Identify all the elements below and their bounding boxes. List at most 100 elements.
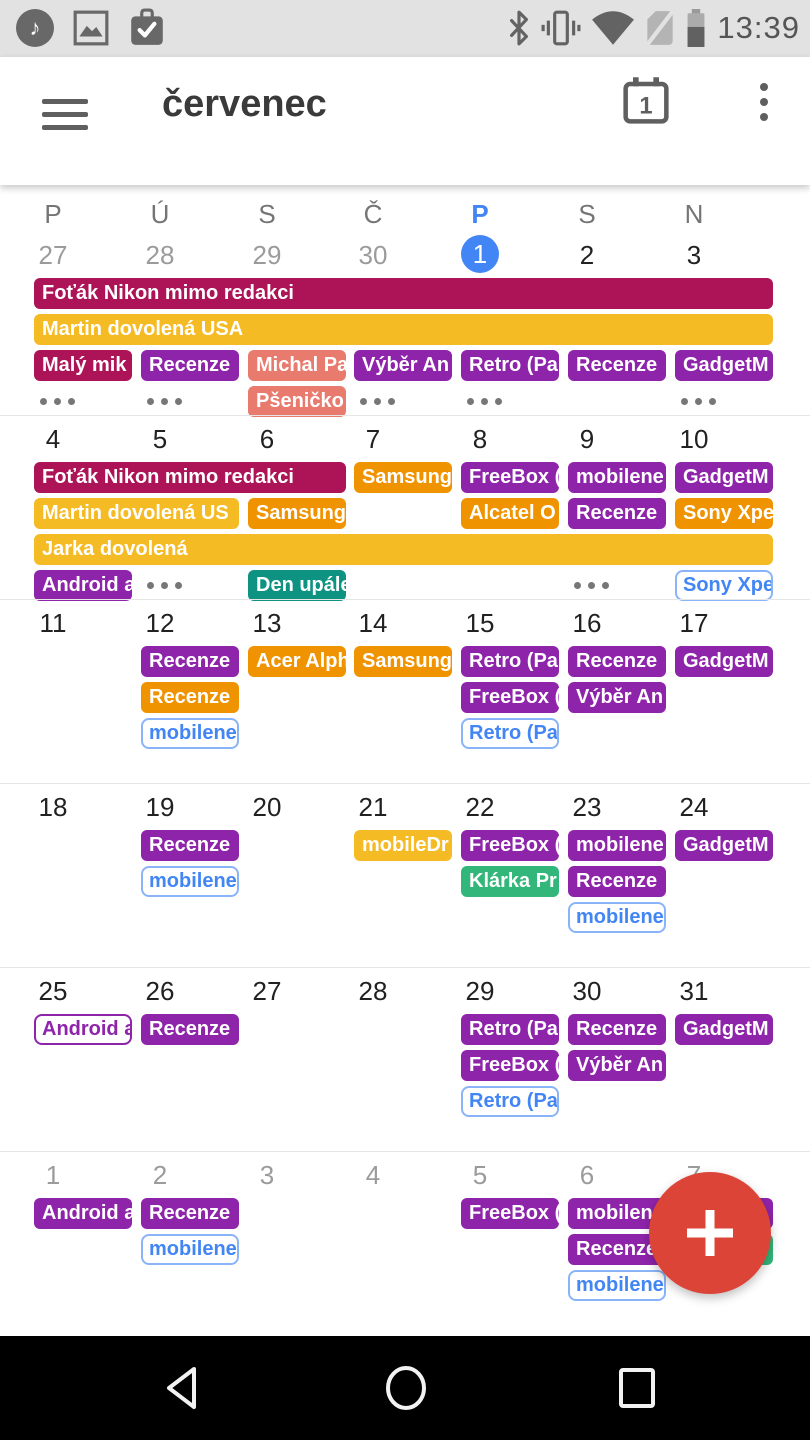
home-button[interactable] — [383, 1364, 429, 1417]
event-chip[interactable]: Android a — [34, 1198, 132, 1229]
event-chip[interactable]: FreeBox ( — [461, 1198, 559, 1229]
event-chip[interactable]: mobilene — [141, 866, 239, 897]
day-number[interactable]: 5 — [152, 424, 168, 454]
event-chip[interactable]: Recenze — [141, 350, 239, 381]
event-chip[interactable]: mobilene — [568, 902, 666, 933]
day-number[interactable]: 30 — [358, 240, 388, 270]
day-number[interactable]: 5 — [472, 1160, 488, 1190]
event-chip[interactable]: Retro (Pa — [461, 1014, 559, 1045]
event-chip[interactable]: mobilene — [568, 462, 666, 493]
day-number[interactable]: 30 — [572, 976, 602, 1006]
event-chip[interactable]: Retro (Pa — [461, 350, 559, 381]
event-chip[interactable]: Foťák Nikon mimo redakci — [34, 462, 346, 493]
day-number[interactable]: 7 — [365, 424, 381, 454]
day-number[interactable]: 2 — [152, 1160, 168, 1190]
event-chip[interactable]: Martin dovolená USA — [34, 314, 773, 345]
day-number[interactable]: 13 — [252, 608, 282, 638]
more-events-indicator[interactable] — [467, 398, 502, 405]
event-chip[interactable]: Den upále — [248, 570, 346, 601]
event-chip[interactable]: Sony Xpe — [675, 570, 773, 601]
event-chip[interactable]: Samsung — [248, 498, 346, 529]
event-chip[interactable]: FreeBox ( — [461, 830, 559, 861]
day-number[interactable]: 21 — [358, 792, 388, 822]
day-number[interactable]: 28 — [145, 240, 175, 270]
event-chip[interactable]: Recenze — [141, 1198, 239, 1229]
event-chip[interactable]: Recenze — [141, 830, 239, 861]
event-chip[interactable]: Recenze — [568, 350, 666, 381]
more-events-indicator[interactable] — [147, 582, 182, 589]
event-chip[interactable]: Výběr An — [568, 682, 666, 713]
overflow-menu-icon[interactable] — [744, 79, 784, 125]
event-chip[interactable]: mobilene — [568, 1270, 666, 1301]
recents-button[interactable] — [615, 1364, 659, 1417]
more-events-indicator[interactable] — [360, 398, 395, 405]
event-chip[interactable]: FreeBox ( — [461, 1050, 559, 1081]
event-chip[interactable]: GadgetM — [675, 646, 773, 677]
day-number[interactable]: 17 — [679, 608, 709, 638]
event-chip[interactable]: Sony Xpe — [675, 498, 773, 529]
day-number[interactable]: 26 — [145, 976, 175, 1006]
event-chip[interactable]: Retro (Pa — [461, 1086, 559, 1117]
day-number[interactable]: 23 — [572, 792, 602, 822]
event-chip[interactable]: Malý mik — [34, 350, 132, 381]
day-number[interactable]: 16 — [572, 608, 602, 638]
day-number[interactable]: 27 — [38, 240, 68, 270]
event-chip[interactable]: GadgetM — [675, 1014, 773, 1045]
event-chip[interactable]: Jarka dovolená — [34, 534, 773, 565]
day-number[interactable]: 11 — [39, 608, 67, 638]
event-chip[interactable]: GadgetM — [675, 462, 773, 493]
day-number[interactable]: 4 — [45, 424, 61, 454]
day-number[interactable]: 2 — [579, 240, 595, 270]
event-chip[interactable]: Klárka Pr — [461, 866, 559, 897]
event-chip[interactable]: Samsung — [354, 462, 452, 493]
event-chip[interactable]: Martin dovolená US — [34, 498, 239, 529]
event-chip[interactable]: Acer Alph — [248, 646, 346, 677]
event-chip[interactable]: Recenze — [568, 1014, 666, 1045]
event-chip[interactable]: Samsung — [354, 646, 452, 677]
event-chip[interactable]: GadgetM — [675, 830, 773, 861]
add-event-fab[interactable] — [649, 1172, 771, 1294]
event-chip[interactable]: Android a — [34, 1014, 132, 1045]
event-chip[interactable]: mobilene — [141, 718, 239, 749]
event-chip[interactable]: Recenze — [568, 646, 666, 677]
day-number[interactable]: 31 — [679, 976, 709, 1006]
day-number[interactable]: 22 — [465, 792, 495, 822]
day-number[interactable]: 29 — [252, 240, 282, 270]
event-chip[interactable]: Recenze — [141, 682, 239, 713]
day-number[interactable]: 12 — [145, 608, 175, 638]
day-number[interactable]: 27 — [252, 976, 282, 1006]
more-events-indicator[interactable] — [147, 398, 182, 405]
event-chip[interactable]: mobilene — [568, 830, 666, 861]
day-number[interactable]: 25 — [38, 976, 68, 1006]
event-chip[interactable]: FreeBox ( — [461, 682, 559, 713]
today-date[interactable]: 1 — [461, 235, 499, 273]
day-number[interactable]: 24 — [679, 792, 709, 822]
event-chip[interactable]: Alcatel O — [461, 498, 559, 529]
event-chip[interactable]: Výběr An — [354, 350, 452, 381]
event-chip[interactable]: Recenze — [141, 1014, 239, 1045]
day-number[interactable]: 20 — [252, 792, 282, 822]
event-chip[interactable]: Foťák Nikon mimo redakci — [34, 278, 773, 309]
event-chip[interactable]: Recenze — [568, 498, 666, 529]
more-events-indicator[interactable] — [681, 398, 716, 405]
event-chip[interactable]: GadgetM — [675, 350, 773, 381]
day-number[interactable]: 14 — [358, 608, 388, 638]
day-number[interactable]: 18 — [38, 792, 68, 822]
more-events-indicator[interactable] — [40, 398, 75, 405]
event-chip[interactable]: Pšeničko — [248, 386, 346, 417]
event-chip[interactable]: mobileDr — [354, 830, 452, 861]
go-to-today-button[interactable]: 1 — [620, 75, 672, 127]
event-chip[interactable]: FreeBox ( — [461, 462, 559, 493]
day-number[interactable]: 3 — [259, 1160, 275, 1190]
more-events-indicator[interactable] — [574, 582, 609, 589]
back-button[interactable] — [160, 1364, 204, 1417]
day-number[interactable]: 10 — [679, 424, 709, 454]
event-chip[interactable]: Recenze — [568, 866, 666, 897]
day-number[interactable]: 6 — [259, 424, 275, 454]
event-chip[interactable]: Michal Pa — [248, 350, 346, 381]
event-chip[interactable]: mobilene — [141, 1234, 239, 1265]
day-number[interactable]: 8 — [472, 424, 488, 454]
event-chip[interactable]: Recenze — [141, 646, 239, 677]
day-number[interactable]: 28 — [358, 976, 388, 1006]
day-number[interactable]: 4 — [365, 1160, 381, 1190]
